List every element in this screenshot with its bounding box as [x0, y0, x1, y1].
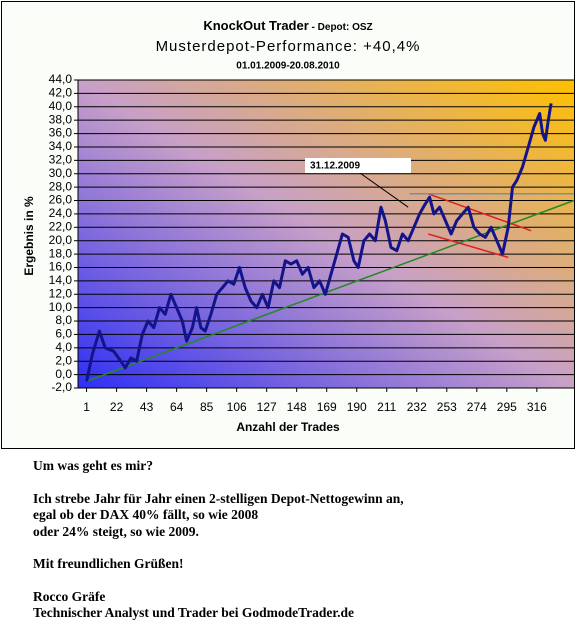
- trend-line: [427, 233, 509, 259]
- y-tick-label: 42,0: [49, 86, 73, 100]
- x-tick-label: 127: [257, 400, 277, 414]
- y-tick-label: 4,0: [55, 340, 72, 354]
- x-tick-label: 43: [140, 400, 154, 414]
- text-line: Um was geht es mir?: [33, 458, 153, 473]
- text-line: egal ob der DAX 40% fällt, so wie 2008: [33, 507, 259, 522]
- y-tick-label: 18,0: [49, 246, 73, 260]
- plot-area: [78, 80, 574, 388]
- y-tick-label: 12,0: [49, 286, 73, 300]
- x-tick-label: 1: [83, 400, 90, 414]
- y-tick-label: 0,0: [55, 367, 72, 381]
- text-line: Technischer Analyst und Trader bei Godmo…: [33, 605, 355, 620]
- y-axis-label: Ergebnis in %: [22, 196, 36, 276]
- y-tick-label: 10,0: [49, 300, 73, 314]
- x-tick-label: 64: [170, 400, 184, 414]
- y-tick-label: 44,0: [49, 72, 73, 86]
- page: {"chart_data":{"type":"line", "title":"K…: [0, 0, 576, 622]
- x-tick-label: 22: [110, 400, 124, 414]
- y-tick-label: 6,0: [55, 327, 72, 341]
- y-tick-label: 8,0: [55, 313, 72, 327]
- x-tick-label: 148: [287, 400, 307, 414]
- series-line: [85, 103, 553, 382]
- y-tick-label: 28,0: [49, 179, 73, 193]
- chart: KnockOut Trader - Depot: OSZ Musterdepot…: [1, 1, 575, 449]
- y-tick-label: 34,0: [49, 139, 73, 153]
- title-suffix: - Depot: OSZ: [309, 22, 373, 33]
- title: KnockOut Trader: [203, 18, 308, 33]
- x-tick-label: 169: [317, 400, 337, 414]
- x-tick-label: 106: [227, 400, 247, 414]
- y-tick-label: 20,0: [49, 233, 73, 247]
- text-block: Um was geht es mir? Ich strebe Jahr für J…: [33, 458, 404, 638]
- y-tick-label: 24,0: [49, 206, 73, 220]
- y-tick-label: 2,0: [55, 353, 72, 367]
- x-tick-label: 295: [497, 400, 517, 414]
- text-line: Ich strebe Jahr für Jahr einen 2-stellig…: [33, 490, 404, 506]
- x-tick-label: 232: [407, 400, 427, 414]
- y-tick-label: 14,0: [49, 273, 73, 287]
- text-line: oder 24% steigt, so wie 2009.: [33, 523, 199, 539]
- y-tick-label: 38,0: [49, 112, 73, 126]
- trend-line: [427, 193, 532, 232]
- y-tick-label: 40,0: [49, 99, 73, 113]
- x-tick-label: 211: [377, 400, 396, 414]
- y-tick-label: -2,0: [51, 380, 72, 394]
- y-tick-label: 36,0: [49, 126, 73, 140]
- y-tick-label: 22,0: [49, 219, 73, 233]
- x-axis-label: Anzahl der Trades: [236, 420, 340, 434]
- y-tick-label: 16,0: [49, 260, 73, 274]
- subtitle: Musterdepot-Performance: +40,4%: [156, 38, 421, 55]
- y-tick-label: 30,0: [49, 166, 73, 180]
- paragraph: Mit freundlichen Grüßen!: [33, 556, 404, 573]
- annotation-pointer: [359, 172, 409, 208]
- annotation-box: [305, 158, 411, 173]
- x-tick-label: 274: [467, 400, 487, 414]
- date-range: 01.01.2009-20.08.2010: [236, 61, 340, 72]
- x-tick-label: 316: [527, 400, 547, 414]
- x-tick-label: 190: [347, 400, 367, 414]
- annotation-text: 31.12.2009: [310, 161, 360, 172]
- x-tick-label: 253: [437, 400, 457, 414]
- paragraph: Rocco Gräfe Technischer Analyst und Trade…: [33, 589, 404, 622]
- text-line: Mit freundlichen Grüßen!: [33, 556, 184, 571]
- chart-title: KnockOut Trader - Depot: OSZ: [203, 18, 372, 33]
- paragraph: Um was geht es mir?: [33, 458, 404, 475]
- text-line: Rocco Gräfe: [33, 588, 106, 604]
- y-tick-label: 32,0: [49, 153, 73, 167]
- paragraph: Ich strebe Jahr für Jahr einen 2-stellig…: [33, 491, 404, 541]
- y-tick-label: 26,0: [49, 193, 73, 207]
- x-tick-label: 85: [200, 400, 214, 414]
